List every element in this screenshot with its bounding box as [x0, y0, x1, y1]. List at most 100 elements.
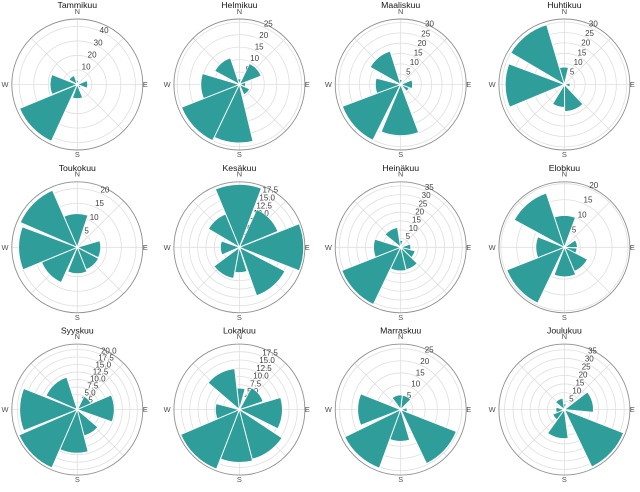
svg-text:5.0: 5.0	[84, 388, 96, 397]
svg-text:25: 25	[418, 199, 427, 208]
svg-text:12.5: 12.5	[256, 201, 272, 210]
svg-text:5.0: 5.0	[247, 387, 259, 396]
svg-text:5: 5	[569, 394, 574, 403]
svg-text:10: 10	[409, 224, 418, 233]
svg-text:25: 25	[582, 363, 591, 372]
svg-text:10: 10	[578, 211, 587, 220]
svg-text:Syyskuu: Syyskuu	[61, 325, 94, 335]
svg-text:20: 20	[88, 50, 97, 59]
svg-text:12.5: 12.5	[93, 367, 109, 376]
svg-text:Maaliskuu: Maaliskuu	[381, 0, 420, 10]
svg-text:5: 5	[407, 391, 412, 400]
svg-text:15.0: 15.0	[259, 356, 275, 365]
svg-text:S: S	[562, 313, 567, 322]
svg-text:S: S	[398, 475, 403, 484]
svg-text:20.0: 20.0	[101, 347, 117, 356]
svg-text:N: N	[398, 170, 403, 179]
svg-text:S: S	[398, 313, 403, 322]
svg-text:30: 30	[589, 19, 598, 28]
svg-text:N: N	[75, 7, 80, 16]
svg-text:35: 35	[425, 183, 434, 192]
svg-text:10: 10	[82, 62, 91, 71]
svg-text:25: 25	[421, 29, 430, 38]
svg-text:N: N	[75, 170, 80, 179]
svg-text:E: E	[305, 243, 310, 252]
svg-text:10: 10	[572, 387, 581, 396]
svg-text:N: N	[398, 332, 403, 341]
svg-text:17.5: 17.5	[262, 186, 278, 195]
svg-text:W: W	[489, 80, 496, 89]
svg-text:E: E	[466, 80, 471, 89]
svg-text:15: 15	[95, 199, 104, 208]
svg-text:10: 10	[574, 58, 583, 67]
svg-text:10: 10	[410, 58, 419, 67]
svg-text:E: E	[630, 80, 635, 89]
svg-text:E: E	[466, 405, 471, 414]
svg-text:2.5: 2.5	[244, 232, 256, 241]
svg-text:25: 25	[425, 346, 434, 355]
svg-text:S: S	[562, 475, 567, 484]
svg-text:20: 20	[417, 39, 426, 48]
svg-text:E: E	[630, 405, 635, 414]
svg-text:W: W	[2, 243, 9, 252]
svg-text:Elobkuu: Elobkuu	[549, 163, 581, 173]
svg-text:E: E	[143, 405, 148, 414]
svg-text:S: S	[237, 150, 242, 159]
svg-text:12.5: 12.5	[256, 364, 272, 373]
svg-text:10: 10	[411, 380, 420, 389]
svg-text:E: E	[143, 80, 148, 89]
svg-text:S: S	[398, 150, 403, 159]
svg-text:S: S	[75, 475, 80, 484]
svg-text:N: N	[562, 170, 567, 179]
svg-text:Lokakuu: Lokakuu	[223, 325, 256, 335]
svg-text:S: S	[237, 475, 242, 484]
svg-text:N: N	[237, 170, 242, 179]
svg-text:15: 15	[575, 379, 584, 388]
svg-text:Marraskuu: Marraskuu	[380, 325, 421, 335]
svg-text:Kesäkuu: Kesäkuu	[222, 163, 256, 173]
svg-text:5: 5	[84, 226, 89, 235]
svg-text:30: 30	[585, 355, 594, 364]
svg-text:Tammikuu: Tammikuu	[58, 0, 98, 10]
svg-text:10.0: 10.0	[90, 374, 106, 383]
svg-text:5: 5	[406, 68, 411, 77]
svg-text:15: 15	[577, 48, 586, 57]
svg-text:20: 20	[420, 357, 429, 366]
svg-text:S: S	[75, 150, 80, 159]
svg-text:Joulukuu: Joulukuu	[547, 325, 582, 335]
svg-text:15: 15	[584, 196, 593, 205]
svg-text:W: W	[325, 80, 332, 89]
svg-text:10: 10	[90, 213, 99, 222]
svg-text:20: 20	[415, 207, 424, 216]
svg-text:10: 10	[250, 54, 259, 63]
svg-text:Heinäkuu: Heinäkuu	[382, 163, 419, 173]
svg-text:25: 25	[585, 29, 594, 38]
svg-text:E: E	[305, 405, 310, 414]
svg-text:20: 20	[100, 185, 109, 194]
svg-text:30: 30	[425, 20, 434, 29]
svg-text:20: 20	[581, 39, 590, 48]
svg-text:7.5: 7.5	[87, 381, 99, 390]
svg-text:15: 15	[416, 368, 425, 377]
svg-text:E: E	[143, 243, 148, 252]
svg-text:W: W	[325, 243, 332, 252]
svg-text:W: W	[2, 80, 9, 89]
svg-text:W: W	[325, 405, 332, 414]
svg-text:W: W	[489, 243, 496, 252]
svg-text:10.0: 10.0	[253, 209, 269, 218]
svg-text:S: S	[75, 313, 80, 322]
svg-text:20: 20	[579, 371, 588, 380]
svg-text:E: E	[630, 243, 635, 252]
svg-text:15.0: 15.0	[259, 193, 275, 202]
svg-text:15: 15	[255, 43, 264, 52]
svg-text:N: N	[398, 7, 403, 16]
svg-text:5: 5	[406, 232, 411, 241]
svg-text:5: 5	[572, 225, 577, 234]
svg-text:40: 40	[100, 26, 109, 35]
svg-text:N: N	[237, 7, 242, 16]
svg-text:N: N	[75, 332, 80, 341]
svg-text:W: W	[164, 80, 171, 89]
svg-text:Toukokuu: Toukokuu	[59, 163, 96, 173]
svg-text:10.0: 10.0	[253, 372, 269, 381]
svg-text:17.5: 17.5	[98, 353, 114, 362]
